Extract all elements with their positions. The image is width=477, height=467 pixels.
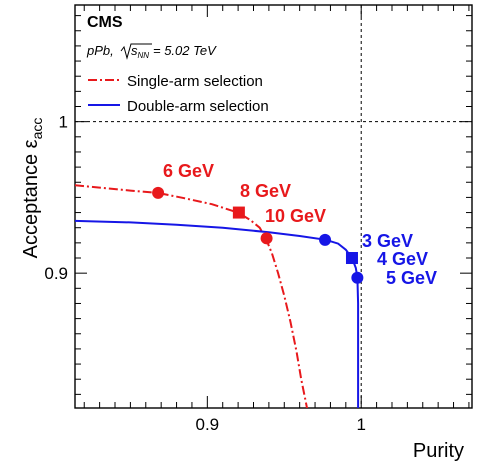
marker-4-gev: [346, 252, 358, 264]
energy-subscript: NN: [138, 51, 150, 60]
y-axis-label: Acceptance εacc: [20, 118, 45, 259]
x-axis-label: Purity: [413, 440, 464, 462]
legend-label-single-arm: Single-arm selection: [127, 73, 263, 90]
y-axis-label-main: Acceptance ε: [20, 139, 42, 258]
energy-label-4gev: 4 GeV: [377, 249, 428, 269]
y-tick-label-1: 1: [59, 113, 68, 132]
energy-label-10gev: 10 GeV: [265, 206, 326, 226]
collision-system: pPb,: [86, 43, 114, 58]
marker-10-gev: [261, 232, 273, 244]
svg-text:Acceptance εacc: Acceptance εacc: [20, 118, 45, 259]
x-tick-label-0: 0.9: [196, 415, 220, 434]
energy-label-3gev: 3 GeV: [362, 231, 413, 251]
energy-label-8gev: 8 GeV: [240, 181, 291, 201]
marker-3-gev: [319, 234, 331, 246]
svg-text:= 5.02 TeV: = 5.02 TeV: [153, 43, 217, 58]
x-tick-labels: 0.9 1: [196, 415, 366, 434]
svg-text:pPb,: pPb,: [86, 43, 114, 58]
y-axis-label-sub: acc: [29, 118, 45, 140]
energy-label-5gev: 5 GeV: [386, 268, 437, 288]
y-tick-labels: 0.9 1: [44, 113, 68, 284]
x-tick-label-1: 1: [356, 415, 365, 434]
marker-6-gev: [152, 187, 164, 199]
energy-value: = 5.02 TeV: [153, 43, 217, 58]
marker-5-gev: [351, 272, 363, 284]
y-tick-label-0: 0.9: [44, 264, 68, 283]
experiment-label: CMS: [87, 14, 123, 31]
energy-label-6gev: 6 GeV: [163, 161, 214, 181]
marker-8-gev: [233, 207, 245, 219]
legend-label-double-arm: Double-arm selection: [127, 98, 269, 115]
